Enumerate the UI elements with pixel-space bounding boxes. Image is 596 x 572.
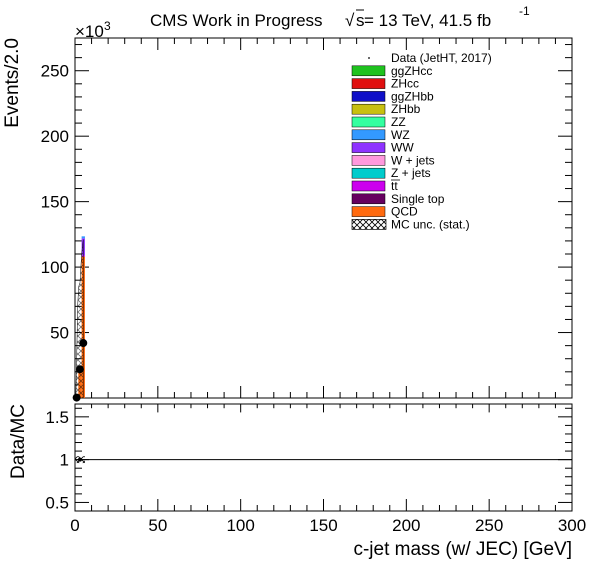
- legend-swatch: [351, 129, 386, 141]
- x-tick-label: 100: [226, 516, 254, 535]
- legend-label: Data (JetHT, 2017): [391, 51, 492, 65]
- legend-entry-qcd: QCD: [351, 205, 418, 219]
- y-tick-label: 50: [50, 324, 69, 343]
- main-plot-frame: [74, 37, 573, 399]
- y-tick-label: 100: [41, 258, 69, 277]
- x-axis-title: c-jet mass (w/ JEC) [GeV]: [353, 539, 572, 560]
- data-points: [72, 339, 88, 402]
- header-sqrt-var: s: [356, 11, 365, 30]
- y-tick-label: 200: [41, 127, 69, 146]
- legend-swatch: [351, 78, 386, 89]
- legend-label: ggZHbb: [391, 89, 434, 103]
- svg-text:×10: ×10: [75, 22, 104, 41]
- legend-label: ZHbb: [391, 102, 421, 116]
- ratio-x-ticks: [74, 404, 573, 511]
- legend-swatch: [351, 116, 386, 128]
- legend-entry-ggzhbb: ggZHbb: [351, 89, 434, 103]
- legend-label: tt: [391, 179, 398, 193]
- legend-label: WZ: [391, 128, 410, 142]
- legend-swatch: [351, 219, 387, 230]
- svg-text:3: 3: [104, 19, 111, 33]
- legend-label: ggZHcc: [391, 64, 432, 78]
- main-y-ticks: 50 100 150 200 250: [41, 44, 572, 386]
- ratio-y-tick-label: 1: [60, 451, 69, 470]
- header-right: = 13 TeV, 41.5 fb: [364, 11, 491, 30]
- legend-entry-data-jetht-2017: Data (JetHT, 2017): [368, 51, 492, 65]
- ratio-y-tick-label: 1.5: [45, 408, 69, 427]
- data-point: [75, 365, 84, 374]
- ratio-point: [77, 457, 82, 462]
- legend-entry-ww: WW: [351, 141, 414, 155]
- ratio-y-ticks: 0.5 1 1.5: [45, 407, 572, 512]
- x-tick-label: 250: [475, 516, 503, 535]
- data-point: [72, 393, 81, 402]
- legend-label: W + jets: [391, 153, 435, 167]
- mc-uncertainty-band: [75, 239, 84, 399]
- legend-entry-ggzhcc: ggZHcc: [351, 64, 432, 78]
- legend: Data (JetHT, 2017)ggZHccZHccggZHbbZHbbZZ…: [351, 51, 492, 231]
- header-left: CMS Work in Progress: [150, 11, 323, 30]
- main-y-axis-title: Events/2.0: [2, 38, 23, 128]
- legend-entry-tt: tt: [351, 179, 400, 193]
- legend-swatch: [351, 142, 386, 153]
- y-tick-label: 150: [41, 193, 69, 212]
- y-tick-label: 250: [41, 62, 69, 81]
- legend-swatch: [351, 180, 386, 192]
- legend-swatch: [351, 91, 386, 102]
- legend-entry-zz: ZZ: [351, 115, 406, 129]
- legend-label: Single top: [391, 192, 445, 206]
- legend-entry-single-top: Single top: [351, 192, 445, 206]
- legend-swatch: [351, 65, 386, 77]
- x-tick-label: 150: [309, 516, 337, 535]
- legend-entry-zhcc: ZHcc: [351, 77, 419, 91]
- stack-bar-wz: [81, 236, 85, 239]
- ratio-content: [75, 456, 572, 464]
- legend-entry-wz: WZ: [351, 128, 410, 142]
- legend-entry-zhbb: ZHbb: [351, 102, 421, 116]
- x-tick-label: 0: [70, 516, 79, 535]
- header-lumi-exp: -1: [519, 4, 530, 18]
- legend-entry-mc-unc-stat: MC unc. (stat.): [351, 217, 470, 231]
- legend-swatch: [351, 103, 386, 115]
- header-sqrt: √: [345, 11, 355, 30]
- legend-swatch: [351, 155, 386, 166]
- ratio-y-axis-title: Data/MC: [8, 404, 29, 479]
- legend-label: MC unc. (stat.): [391, 217, 470, 231]
- legend-label: ZZ: [391, 115, 406, 129]
- legend-label: WW: [391, 141, 414, 155]
- legend-entry-w-jets: W + jets: [351, 153, 435, 167]
- x-tick-label: 200: [392, 516, 420, 535]
- legend-swatch: [351, 167, 386, 179]
- x-tick-labels: 0 50 100 150 200 250 300: [70, 516, 586, 535]
- mc-uncertainty: [75, 239, 84, 399]
- legend-label: ZHcc: [391, 77, 419, 91]
- x-tick-label: 50: [148, 516, 167, 535]
- ratio-plot-frame: [74, 403, 573, 512]
- legend-swatch: [351, 206, 386, 217]
- legend-entry-z-jets: Z + jets: [351, 166, 431, 180]
- data-point: [79, 339, 88, 348]
- legend-swatch: [351, 193, 386, 205]
- legend-label: QCD: [391, 205, 418, 219]
- main-x-ticks: [74, 38, 573, 398]
- legend-marker: [368, 57, 370, 59]
- ratio-y-tick-label: 0.5: [45, 493, 69, 512]
- header: CMS Work in Progress √ s = 13 TeV, 41.5 …: [150, 4, 530, 30]
- legend-label: Z + jets: [391, 166, 431, 180]
- x-tick-label: 300: [558, 516, 586, 535]
- y-multiplier: ×10 3: [75, 19, 111, 41]
